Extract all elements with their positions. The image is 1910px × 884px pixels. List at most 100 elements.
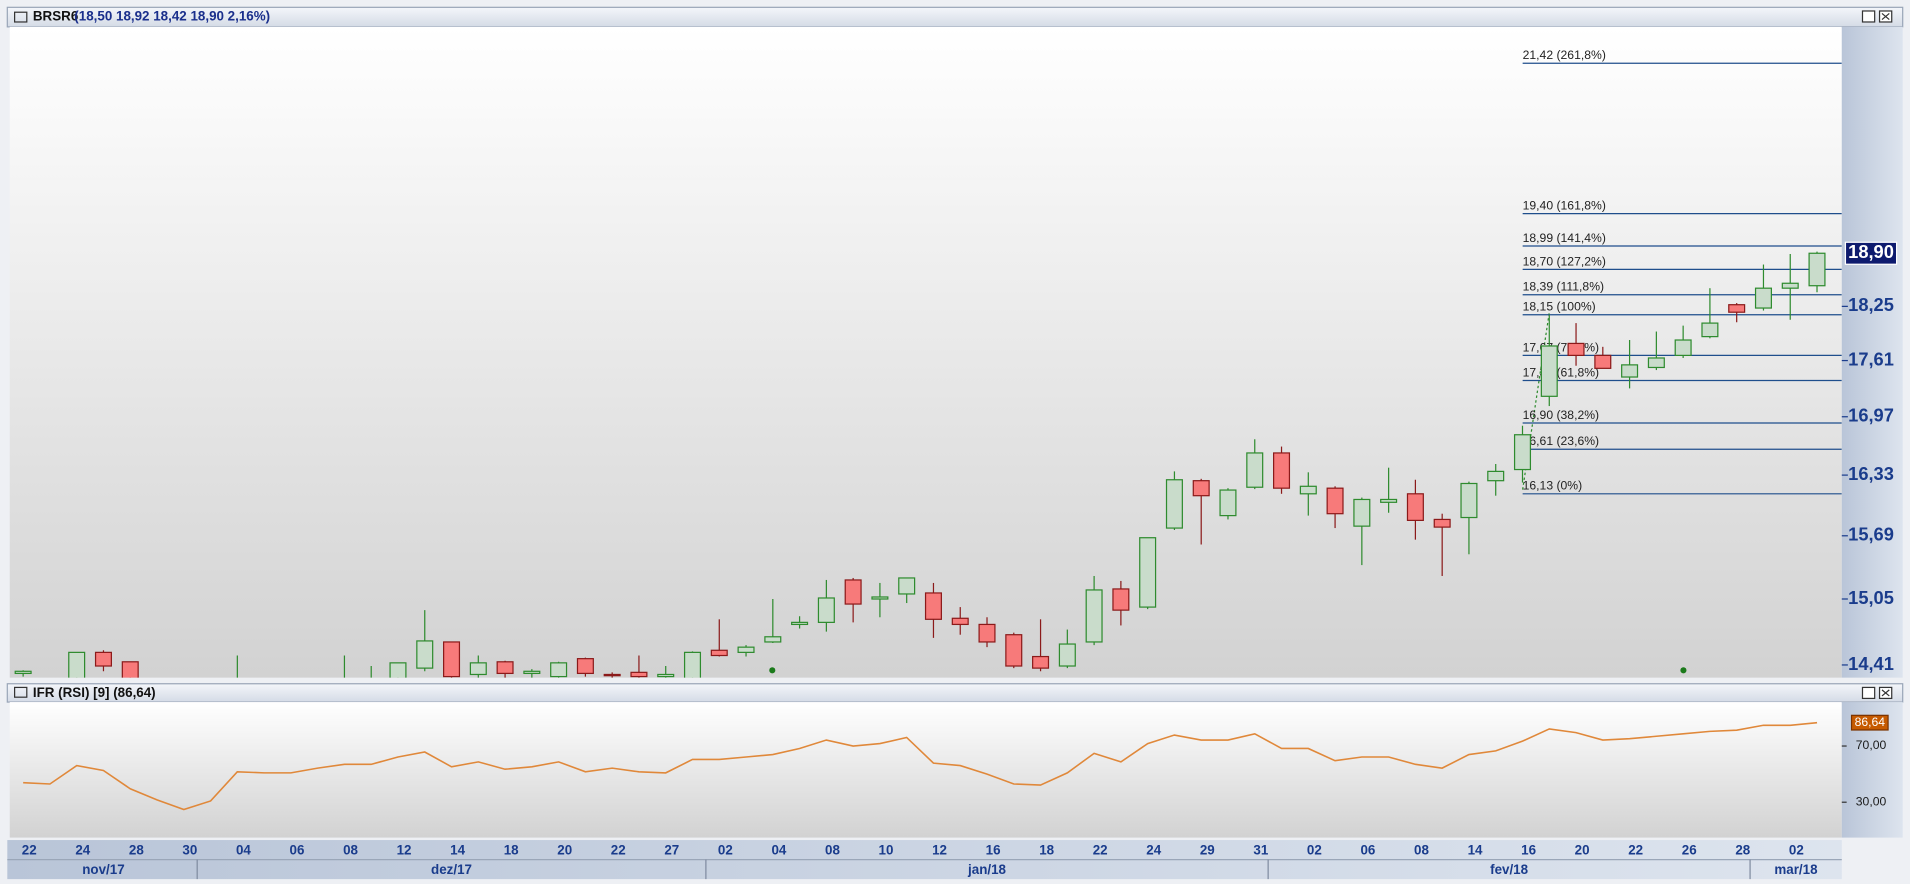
signal-dot [769,667,776,674]
candle-body [550,662,568,678]
x-tick-label: 04 [236,843,251,858]
x-tick-label: 14 [1468,843,1483,858]
fibonacci-label: 16,90 (38,2%) [1523,408,1599,422]
candle-body [1701,322,1719,338]
y-tick-label: 15,05 [1848,587,1894,608]
candle-body [603,673,621,677]
x-tick-label: 26 [1682,843,1697,858]
candle-body [1540,345,1558,397]
x-tick-label: 28 [129,843,144,858]
price-header-bar [6,6,1904,28]
fibonacci-label: 17,67 (76,4%) [1523,340,1599,354]
y-tick-label: 18,25 [1848,294,1894,315]
candle-body [1594,354,1612,369]
month-label: fev/18 [1490,862,1529,877]
y-tick-label: 15,69 [1848,524,1894,545]
symbol: BRSR6 [33,9,78,24]
candle-body [1139,537,1157,608]
candle-body [924,592,942,620]
candle-body [657,673,675,678]
candle-body [1112,588,1130,611]
candle-body [1192,480,1210,497]
x-tick-label: 16 [986,843,1001,858]
candle-body [1165,479,1183,529]
x-tick-label: 22 [22,843,37,858]
month-label: mar/18 [1774,862,1818,877]
price-plot-area [9,26,1842,678]
x-tick-label: 18 [1039,843,1054,858]
candle-body [764,636,782,643]
x-tick-label: 29 [1200,843,1215,858]
x-tick-label: 04 [771,843,786,858]
x-tick-label: 08 [343,843,358,858]
candle-body [121,661,139,678]
candle-body [1433,518,1451,528]
fibonacci-label: 18,15 (100%) [1523,300,1596,314]
candle-body [683,651,702,678]
month-label: jan/18 [967,862,1007,877]
fibonacci-label: 18,70 (127,2%) [1523,254,1606,268]
candle-body [496,661,514,675]
candle-body [1647,357,1665,369]
candle-body [1567,342,1585,357]
x-tick-label: 12 [397,843,412,858]
x-tick-label: 30 [182,843,197,858]
y-tick-label: 16,97 [1848,405,1894,426]
fibonacci-label: 18,39 (111,8%) [1523,280,1604,294]
date-axis: 22 24 28 30 04 06 08 12 14 18 20 22 27 02 04 08 10 12 16 18… [22,843,1818,880]
candle-body [630,671,648,678]
fibonacci-label: 16,13 (0%) [1523,479,1583,493]
candle-body [1674,339,1692,357]
fibonacci-label: 16,61 (23,6%) [1523,434,1599,448]
x-tick-label: 10 [879,843,894,858]
x-tick-label: 20 [557,843,572,858]
window-icon [14,686,28,698]
candle-body [898,577,916,595]
candle-body [951,617,969,626]
y-tick-label: 17,61 [1848,348,1894,369]
x-tick-label: 02 [718,843,733,858]
candle-body [1005,634,1023,667]
rsi-title: IFR (RSI) [9] (86,64) [33,685,156,700]
x-tick-label: 18 [504,843,519,858]
candle-body [1808,252,1826,287]
close-button[interactable] [1878,686,1893,700]
price-axis-panel [1841,26,1903,678]
signal-dot [1680,667,1687,674]
candle-body [443,641,461,678]
x-tick-label: 08 [825,843,840,858]
x-tick-label: 24 [1146,843,1161,858]
month-label: dez/17 [431,862,472,877]
close-button[interactable] [1878,10,1893,23]
candle-body [68,651,86,678]
candle-body [1621,364,1639,378]
x-tick-label: 16 [1521,843,1536,858]
y-tick-label: 16,33 [1848,463,1894,484]
fibonacci-label: 19,40 (161,8%) [1523,199,1606,213]
y-tick-label: 30,00 [1856,794,1887,808]
maximize-button[interactable] [1861,686,1876,700]
candle-body [416,640,434,669]
quote: (18,50 18,92 18,42 18,90 2,16%) [74,9,270,24]
x-tick-label: 27 [664,843,679,858]
last-value-label: 86,64 [1855,715,1886,729]
candle-body [1058,643,1076,667]
maximize-button[interactable] [1861,10,1876,23]
candle-body [791,621,809,626]
candle-body [94,651,112,667]
candle-body [1406,493,1424,521]
candle-body [1326,487,1344,515]
candle-body [14,670,32,675]
x-tick-label: 20 [1575,843,1590,858]
candle-body [710,649,728,657]
candle-body [1299,485,1317,495]
candle-body [1085,589,1103,643]
y-tick-label: 70,00 [1856,738,1887,752]
rsi-plot-area [9,702,1842,838]
candle-body [1728,304,1746,313]
x-tick-label: 08 [1414,843,1429,858]
candle-body [523,670,541,675]
x-tick-label: 02 [1789,843,1804,858]
candle-body [1246,452,1264,488]
candle-body [1487,470,1505,482]
